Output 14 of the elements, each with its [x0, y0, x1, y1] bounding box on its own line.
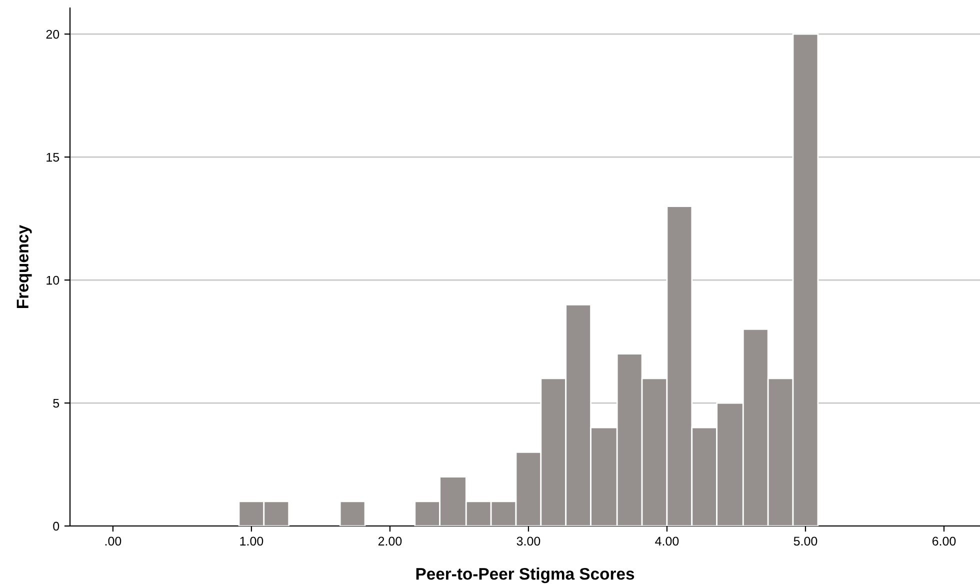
y-tick-label: 10	[46, 276, 60, 285]
x-tick-label: 5.00	[794, 536, 818, 546]
x-axis-title: Peer-to-Peer Stigma Scores	[416, 568, 634, 584]
x-tick-label: 3.00	[516, 536, 540, 546]
y-tick-label: 5	[53, 398, 60, 408]
y-tick-label: 0	[53, 522, 60, 531]
y-tick-label: 15	[46, 152, 60, 162]
x-tick-label: 4.00	[655, 536, 679, 546]
x-tick-label: 2.00	[378, 536, 402, 546]
x-tick-label: 1.00	[240, 536, 264, 546]
y-tick-label: 20	[46, 30, 60, 39]
x-tick-label: .00	[105, 536, 122, 546]
y-axis-title: Frequency	[16, 224, 32, 308]
x-tick-label: 6.00	[932, 536, 956, 546]
